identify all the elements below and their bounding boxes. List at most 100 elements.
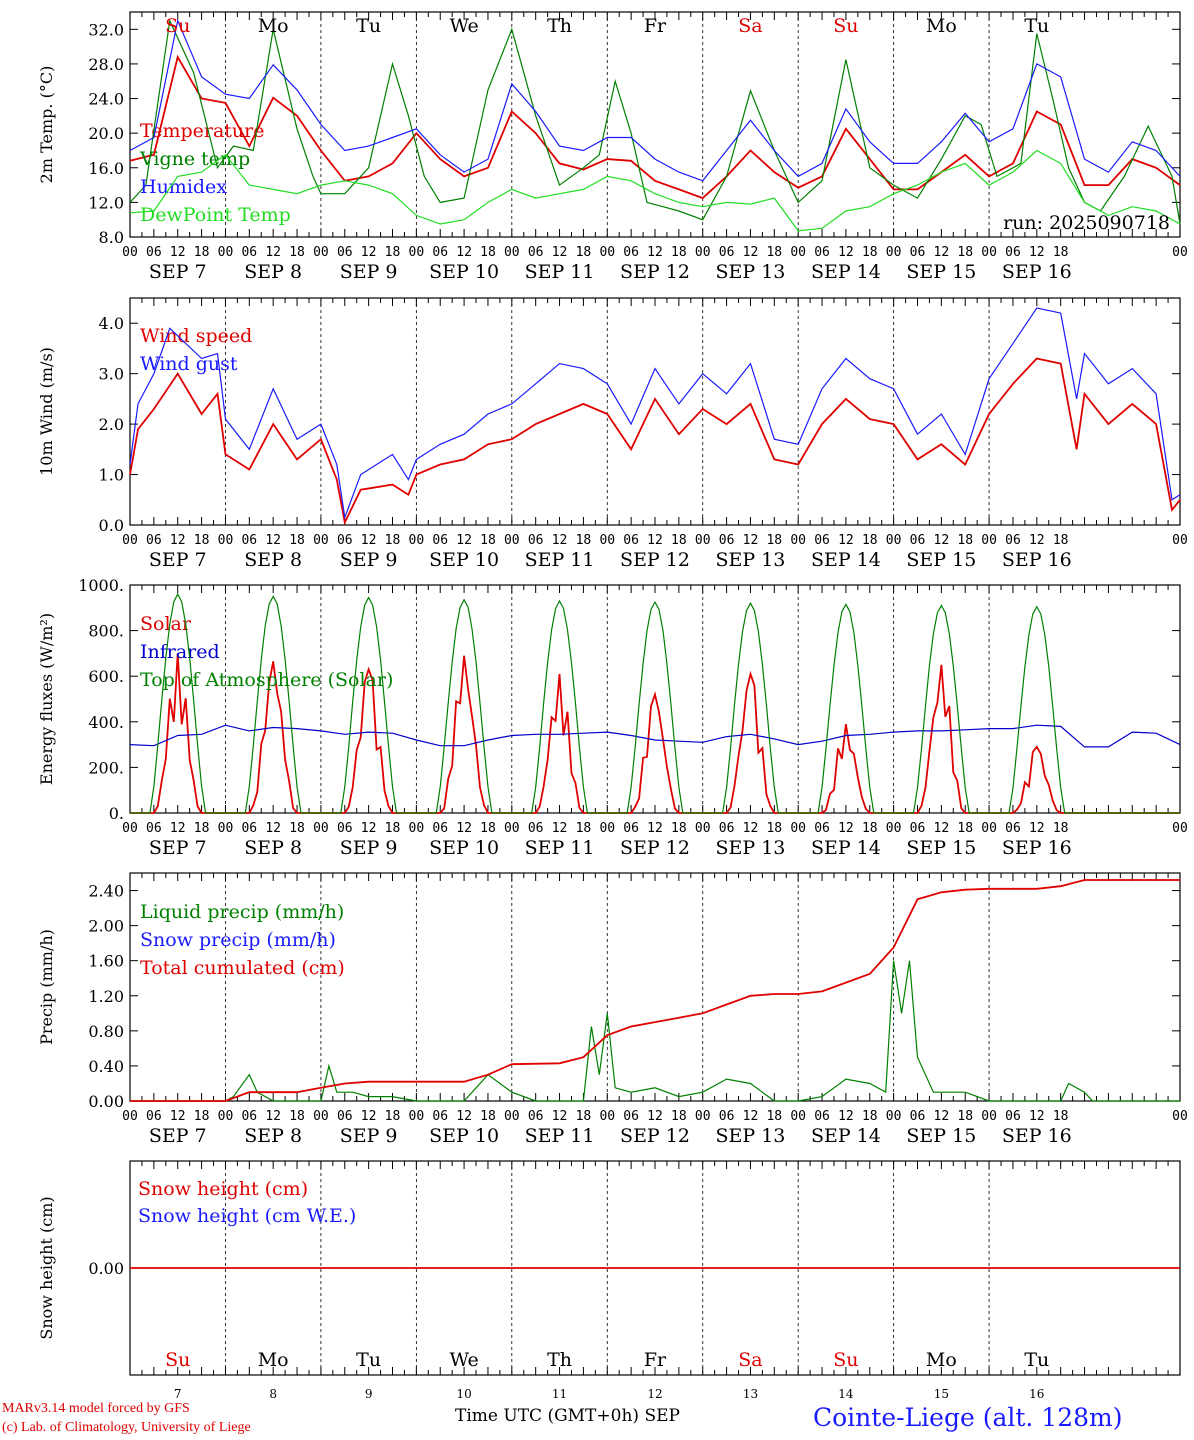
date-label: SEP 12 (620, 549, 690, 571)
hour-tick-label: 12 (456, 1109, 472, 1124)
date-label: SEP 15 (906, 837, 976, 859)
hour-tick-label: 06 (719, 1109, 735, 1124)
day-name-label: Th (547, 1349, 572, 1371)
date-label: SEP 16 (1002, 1125, 1072, 1147)
hour-tick-label: 00 (1172, 821, 1188, 836)
plot-frame (129, 584, 1181, 814)
panel-energy: 0. 200. 400. 600. 800. 1000. Energy fluxes (W/… (37, 576, 1188, 859)
date-label: SEP 7 (149, 261, 207, 283)
y-tick-label: 0.80 (88, 1022, 124, 1041)
hour-tick-label: 06 (241, 821, 257, 836)
y-tick-label: 1.60 (88, 952, 124, 971)
hour-tick-label: 06 (337, 1109, 353, 1124)
hour-tick-label: 06 (337, 245, 353, 260)
hour-tick-label: 06 (814, 245, 830, 260)
day-name-label: Su (833, 1349, 858, 1371)
hour-tick-label: 00 (886, 1109, 902, 1124)
hour-tick-label: 12 (647, 245, 663, 260)
hour-tick-label: 06 (432, 245, 448, 260)
hour-tick-label: 00 (790, 1109, 806, 1124)
hour-tick-label: 00 (886, 533, 902, 548)
hour-tick-label: 00 (790, 533, 806, 548)
hour-tick-label: 00 (218, 245, 234, 260)
hour-tick-label: 00 (981, 245, 997, 260)
hour-tick-label: 12 (838, 533, 854, 548)
hour-tick-label: 00 (313, 1109, 329, 1124)
hour-tick-label: 06 (241, 533, 257, 548)
hour-tick-label: 12 (456, 533, 472, 548)
hour-tick-label: 00 (695, 245, 711, 260)
series-line-humidex (129, 18, 1181, 182)
hour-tick-label: 12 (934, 533, 950, 548)
hour-tick-label: 12 (265, 533, 281, 548)
run-label: run: 2025090718 (1003, 212, 1170, 234)
y-tick-label: 8.0 (99, 228, 124, 247)
hour-tick-label: 00 (122, 245, 138, 260)
hour-tick-label: 00 (409, 821, 425, 836)
hour-tick-label: 12 (647, 1109, 663, 1124)
hour-tick-label: 18 (385, 245, 401, 260)
hour-tick-label: 00 (504, 821, 520, 836)
hour-tick-label: 00 (313, 245, 329, 260)
hour-tick-label: 06 (146, 245, 162, 260)
hour-tick-label: 00 (599, 821, 615, 836)
hour-tick-label: 12 (361, 1109, 377, 1124)
date-label: SEP 13 (716, 549, 786, 571)
hour-tick-label: 00 (599, 245, 615, 260)
y-tick-label: 2.0 (99, 415, 124, 434)
day-number-label: 11 (552, 1387, 567, 1401)
hour-tick-label: 18 (957, 533, 973, 548)
date-label: SEP 11 (525, 1125, 595, 1147)
hour-tick-label: 12 (361, 245, 377, 260)
hour-tick-label: 06 (1005, 1109, 1021, 1124)
time-axis-title: Time UTC (GMT+0h) SEP (455, 1406, 680, 1426)
date-label: SEP 16 (1002, 837, 1072, 859)
series-line-infrared (129, 724, 1181, 748)
hour-tick-label: 12 (838, 1109, 854, 1124)
date-label: SEP 11 (525, 837, 595, 859)
hour-tick-label: 12 (743, 1109, 759, 1124)
y-tick-label: 2.40 (88, 882, 124, 901)
legend-entry: Total cumulated (cm) (140, 957, 345, 979)
hour-tick-label: 12 (361, 533, 377, 548)
day-name-label: Sa (738, 1349, 762, 1371)
date-label: SEP 15 (906, 261, 976, 283)
lab-credit: (c) Lab. of Climatology, University of L… (2, 1420, 251, 1435)
hour-tick-label: 06 (432, 1109, 448, 1124)
panel-snow: 0.00 Snow height (cm) Snow height (cm) Snow… (37, 1160, 1181, 1401)
hour-tick-label: 12 (838, 821, 854, 836)
hour-tick-label: 18 (576, 821, 592, 836)
date-label: SEP 16 (1002, 261, 1072, 283)
model-credit: MARv3.14 model forced by GFS (2, 1401, 190, 1416)
y-tick-label: 0. (109, 804, 124, 823)
date-label: SEP 15 (906, 549, 976, 571)
y-tick-label: 20.0 (88, 124, 124, 143)
hour-tick-label: 18 (480, 1109, 496, 1124)
hour-tick-label: 00 (409, 533, 425, 548)
hour-tick-label: 06 (910, 533, 926, 548)
day-number-label: 12 (647, 1387, 662, 1401)
legend-entry: Snow height (cm) (138, 1178, 308, 1200)
hour-tick-label: 00 (218, 1109, 234, 1124)
day-number-label: 14 (838, 1387, 854, 1401)
legend-entry: Snow precip (mm/h) (140, 929, 336, 951)
hour-tick-label: 00 (981, 821, 997, 836)
hour-tick-label: 00 (695, 821, 711, 836)
hour-tick-label: 18 (957, 245, 973, 260)
date-label: SEP 15 (906, 1125, 976, 1147)
hour-tick-label: 06 (337, 533, 353, 548)
day-name-label: Mo (926, 1349, 957, 1371)
y-tick-label: 0.0 (99, 516, 124, 535)
hour-tick-label: 18 (289, 533, 305, 548)
hour-tick-label: 06 (814, 821, 830, 836)
hour-tick-label: 18 (766, 245, 782, 260)
day-name-label: Mo (258, 15, 289, 37)
legend-entry: Solar (140, 613, 192, 635)
hour-tick-label: 18 (671, 821, 687, 836)
hour-tick-label: 06 (1005, 821, 1021, 836)
legend-entry: Top of Atmosphere (Solar) (140, 669, 393, 691)
hour-tick-label: 00 (695, 1109, 711, 1124)
date-label: SEP 10 (429, 549, 499, 571)
series-line-temperature (129, 54, 1181, 200)
